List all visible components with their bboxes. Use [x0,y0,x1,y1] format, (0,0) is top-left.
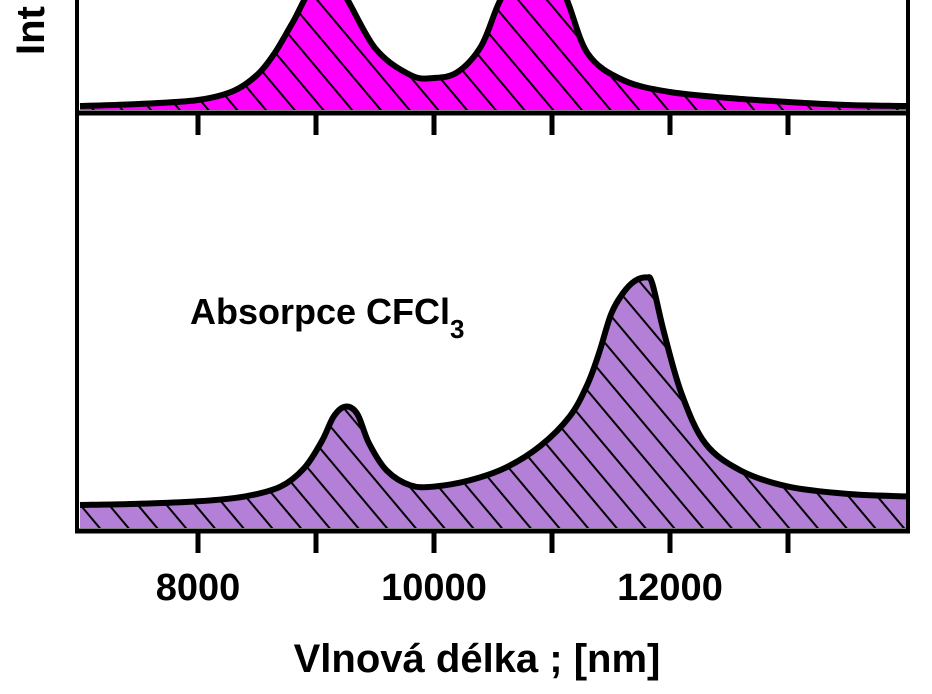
x-tick-label-10000: 10000 [381,567,487,609]
top-panel-ticks [195,113,791,135]
annotation-main: Absorpce CFCl [190,291,450,332]
top-spectrum-line [79,0,907,109]
bottom-spectrum-line [79,274,907,508]
x-tick-label-8000: 8000 [156,567,241,609]
x-axis-label: Vlnová délka ; [nm] [294,637,661,681]
top-spectrum-area [80,0,906,110]
x-tick-label-12000: 12000 [617,567,723,609]
bottom-spectrum-area [80,277,906,528]
annotation-subscript: 3 [450,314,464,344]
x-axis-ticks [195,531,791,553]
top-panel [75,0,910,135]
bottom-panel: 8000 10000 12000 [75,113,910,609]
x-axis-tick-labels: 8000 10000 12000 [156,567,723,609]
y-axis-label: Int [9,6,53,55]
absorption-annotation: Absorpce CFCl3 [190,291,465,344]
